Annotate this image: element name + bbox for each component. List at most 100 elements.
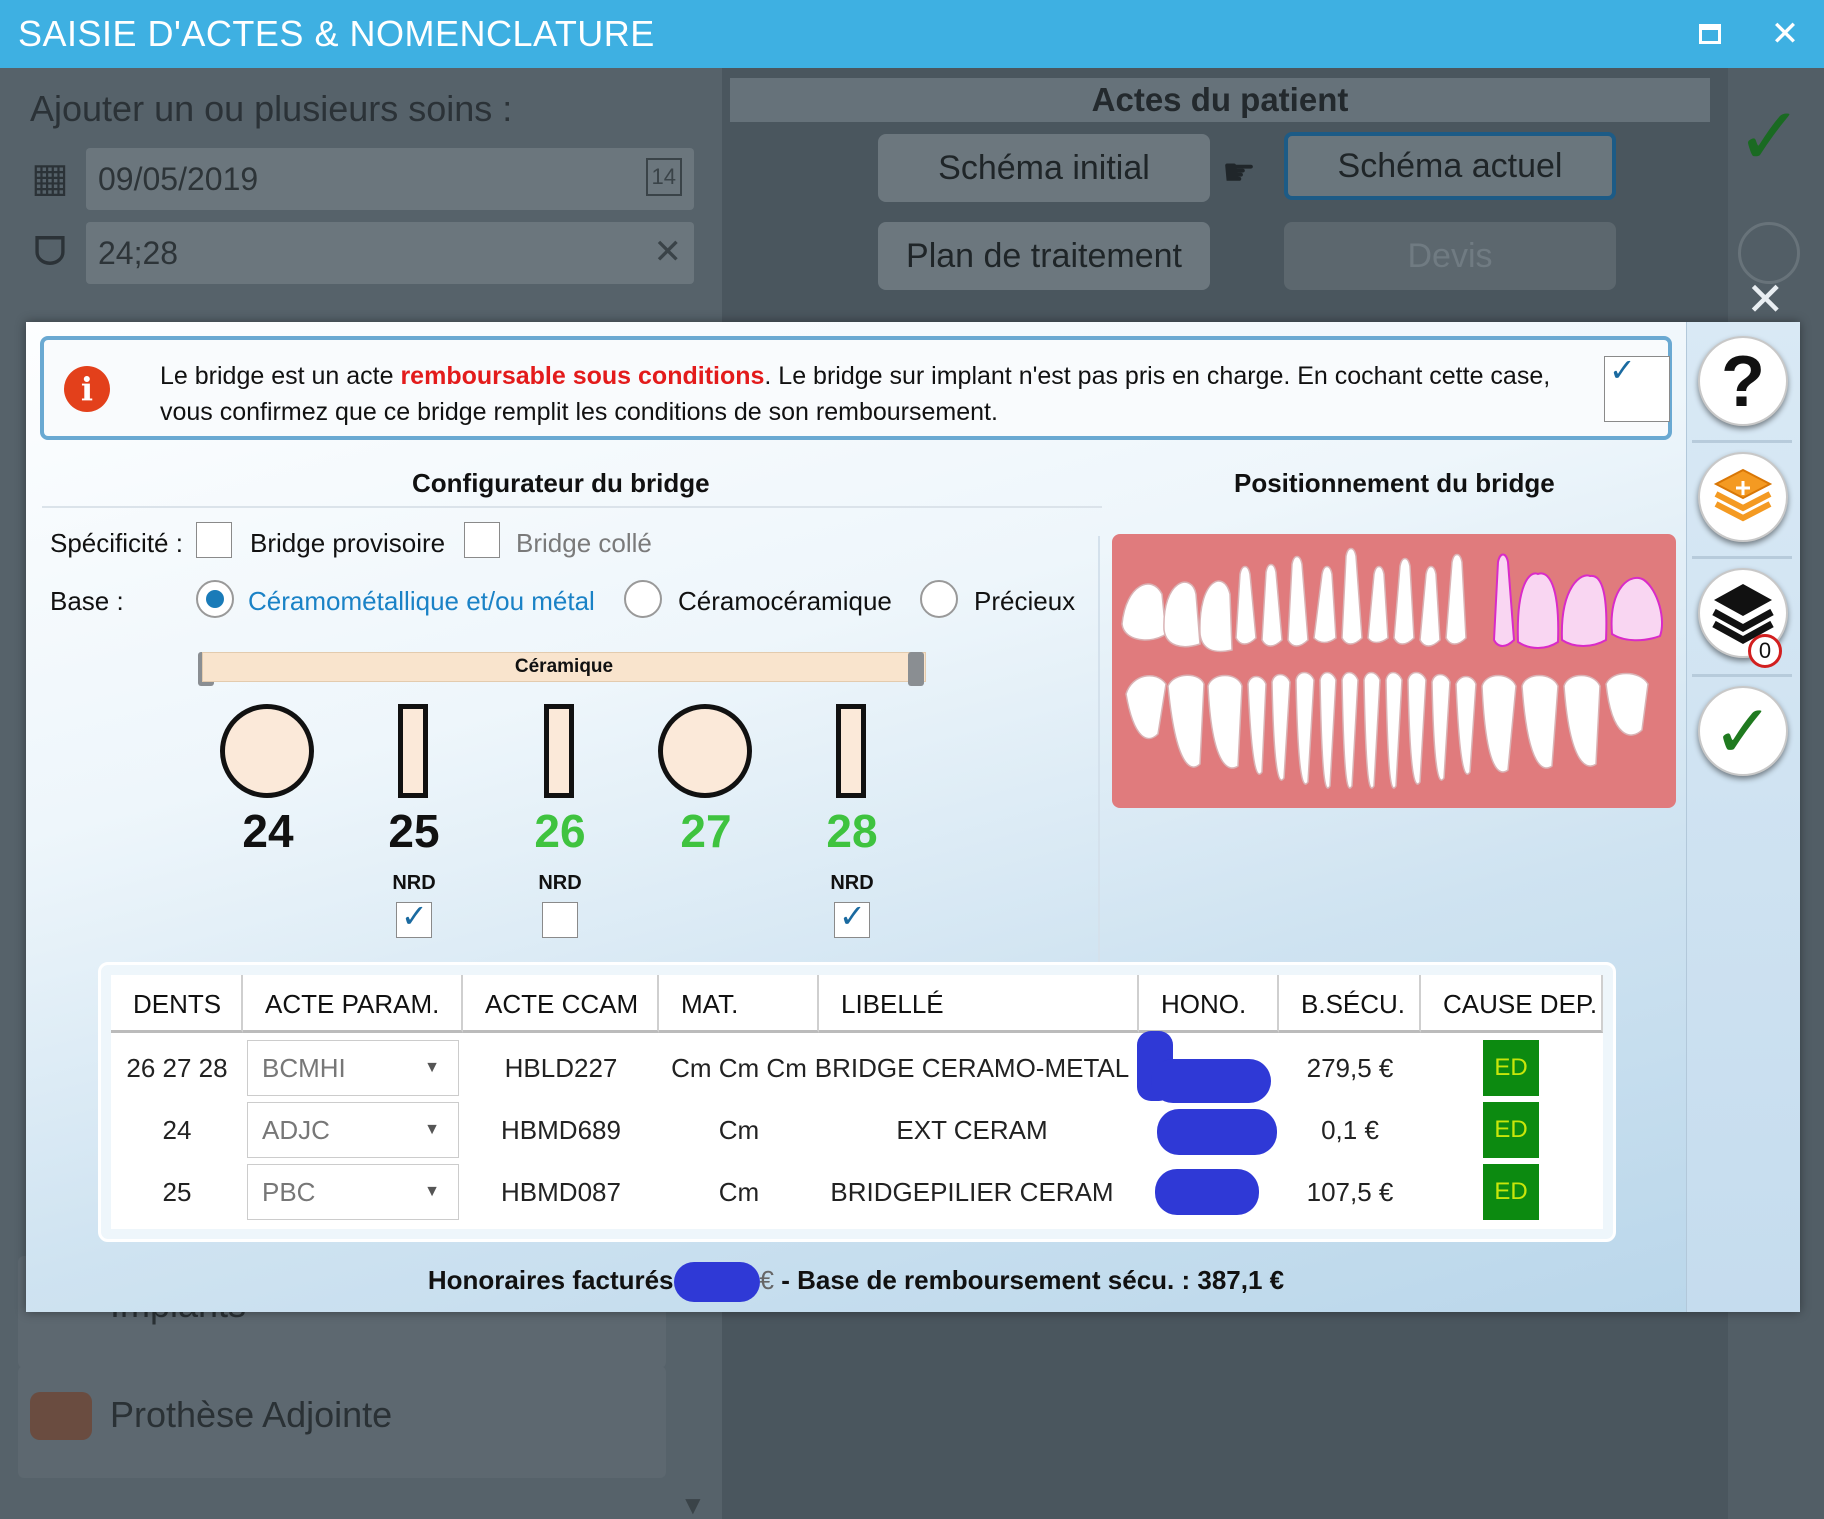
cell-bsecu: 279,5 € — [1306, 1053, 1394, 1083]
cell-dents: 25 — [162, 1177, 192, 1207]
confirm-conditions-checkbox[interactable] — [1604, 351, 1670, 422]
tooth-25-shape[interactable] — [398, 704, 428, 798]
calendar-icon: ▦ — [31, 156, 69, 200]
fees-summary: Honoraires facturés € - Base de rembourse… — [26, 1262, 1686, 1302]
configurator-title: Configurateur du bridge — [412, 468, 710, 498]
patient-acts-title: Actes du patient — [730, 78, 1710, 122]
tooth-27-shape[interactable] — [658, 704, 752, 798]
reimbursement-base: - Base de remboursement sécu. : 387,1 € — [774, 1264, 1285, 1295]
nrd-label: NRD — [538, 872, 582, 894]
dental-arches-image — [1121, 547, 1664, 789]
current-schema-button[interactable]: Schéma actuel — [1284, 132, 1616, 200]
cause-badge[interactable]: ED — [1483, 1102, 1539, 1158]
cell-dents: 26 27 28 — [126, 1053, 228, 1083]
column-header-ccam: ACTE CCAM — [463, 975, 659, 1033]
nrd-checkbox-28[interactable] — [834, 897, 870, 938]
tooth-24-shape[interactable] — [220, 704, 314, 798]
date-field[interactable]: 09/05/2019 14 — [86, 148, 694, 210]
scroll-down-icon[interactable]: ▼ — [680, 1490, 706, 1519]
layers-orange-icon — [1713, 468, 1773, 522]
column-header-cause: CAUSE DEP. — [1421, 975, 1603, 1033]
dialog-close-icon[interactable]: ✕ — [1746, 273, 1785, 325]
cell-mat: Cm — [718, 1115, 760, 1145]
help-button[interactable]: ? — [1698, 336, 1788, 426]
upload-icon[interactable] — [1738, 222, 1800, 284]
close-icon: ✕ — [1770, 15, 1800, 53]
cell-bsecu: 0,1 € — [1321, 1115, 1379, 1145]
cause-badge[interactable]: ED — [1483, 1040, 1539, 1096]
maximize-icon — [1699, 24, 1721, 44]
tooth-number: 27 — [680, 805, 732, 857]
help-icon: ? — [1721, 342, 1765, 422]
cell-libelle: EXT CERAM — [896, 1115, 1048, 1145]
tooth-icon: ᗜ — [33, 230, 67, 274]
tooth-number: 26 — [534, 805, 586, 857]
bonded-bridge-checkbox[interactable] — [464, 522, 500, 558]
bonded-bridge-label: Bridge collé — [516, 528, 652, 558]
nrd-checkbox-26[interactable] — [542, 902, 578, 938]
column-header-param: ACTE PARAM. — [243, 975, 463, 1033]
tooth-number: 28 — [826, 805, 878, 857]
date-value: 09/05/2019 — [98, 161, 259, 197]
clear-icon[interactable]: ✕ — [653, 233, 683, 271]
nrd-label: NRD — [830, 872, 874, 894]
initial-schema-button[interactable]: Schéma initial — [878, 134, 1210, 202]
specificity-label: Spécificité : — [50, 528, 183, 558]
layers-add-button[interactable] — [1698, 452, 1788, 542]
treatment-plan-button[interactable]: Plan de traitement — [878, 222, 1210, 290]
tooth-number: 25 — [388, 805, 440, 857]
confirm-button[interactable]: ✓ — [1698, 686, 1788, 776]
teeth-field[interactable]: 24;28 ✕ — [86, 222, 694, 284]
maximize-button[interactable] — [1690, 14, 1730, 54]
redacted-value — [1157, 1109, 1277, 1155]
provisional-bridge-checkbox[interactable] — [196, 522, 232, 558]
base-option-ceramoceramic: Céramocéramique — [678, 586, 892, 616]
acts-table-container: DENTS ACTE PARAM. ACTE CCAM MAT. LIBELLÉ… — [98, 962, 1616, 1242]
bridge-dialog: i Le bridge est un acte remboursable sou… — [26, 322, 1800, 1312]
add-care-heading: Ajouter un ou plusieurs soins : — [30, 88, 513, 129]
info-text: Le bridge est un acte remboursable sous … — [160, 358, 1560, 430]
divider — [42, 506, 1102, 508]
hand-pointer-icon: ☛ — [1222, 152, 1257, 194]
divider — [1692, 674, 1792, 677]
divider — [1692, 440, 1792, 443]
denture-icon — [30, 1392, 92, 1440]
cell-ccam: HBMD689 — [501, 1115, 621, 1145]
acts-table: DENTS ACTE PARAM. ACTE CCAM MAT. LIBELLÉ… — [111, 975, 1603, 1229]
divider — [1692, 556, 1792, 559]
acte-param-dropdown[interactable]: PBC ▼ — [247, 1164, 459, 1220]
column-header-bsecu: B.SÉCU. — [1279, 975, 1421, 1033]
currency-symbol: € — [759, 1264, 774, 1295]
fees-label: Honoraires facturés — [427, 1264, 674, 1295]
material-slider[interactable]: Céramique — [202, 652, 926, 682]
cell-ccam: HBLD227 — [504, 1053, 618, 1083]
list-item-prothese[interactable]: Prothèse Adjointe — [18, 1366, 666, 1478]
info-text-part1: Le bridge est un acte — [160, 362, 401, 390]
cause-badge[interactable]: ED — [1483, 1164, 1539, 1220]
dental-chart[interactable] — [1112, 534, 1676, 808]
info-text-highlight: remboursable sous conditions — [400, 362, 765, 390]
dropdown-value: BCMHI — [262, 1053, 346, 1083]
column-header-dents: DENTS — [111, 975, 243, 1033]
tooth-26-shape[interactable] — [544, 704, 574, 798]
redacted-value — [673, 1262, 760, 1302]
calendar-picker-icon[interactable]: 14 — [645, 158, 682, 196]
base-radio-precious[interactable] — [920, 580, 958, 618]
acte-param-dropdown[interactable]: BCMHI ▼ — [247, 1040, 459, 1096]
base-radio-ceramoceramic[interactable] — [624, 580, 662, 618]
tooth-28-shape[interactable] — [836, 704, 866, 798]
close-button[interactable]: ✕ — [1765, 14, 1805, 54]
layers-count-badge: 0 — [1748, 634, 1782, 668]
cell-libelle: BRIDGE CERAMO-METAL — [814, 1053, 1130, 1083]
cell-libelle: BRIDGEPILIER CERAM — [830, 1177, 1114, 1207]
info-banner: i Le bridge est un acte remboursable sou… — [40, 336, 1672, 440]
acte-param-dropdown[interactable]: ADJC ▼ — [247, 1102, 459, 1158]
base-radio-ceramometal[interactable] — [196, 580, 234, 618]
quote-button[interactable]: Devis — [1284, 222, 1616, 290]
nrd-checkbox-25[interactable] — [396, 897, 432, 938]
slider-end-handle[interactable] — [908, 652, 924, 686]
provisional-bridge-label: Bridge provisoire — [250, 528, 446, 558]
dropdown-value: PBC — [262, 1177, 316, 1207]
base-option-precious: Précieux — [974, 586, 1076, 616]
validate-icon[interactable]: ✓ — [1736, 92, 1804, 181]
